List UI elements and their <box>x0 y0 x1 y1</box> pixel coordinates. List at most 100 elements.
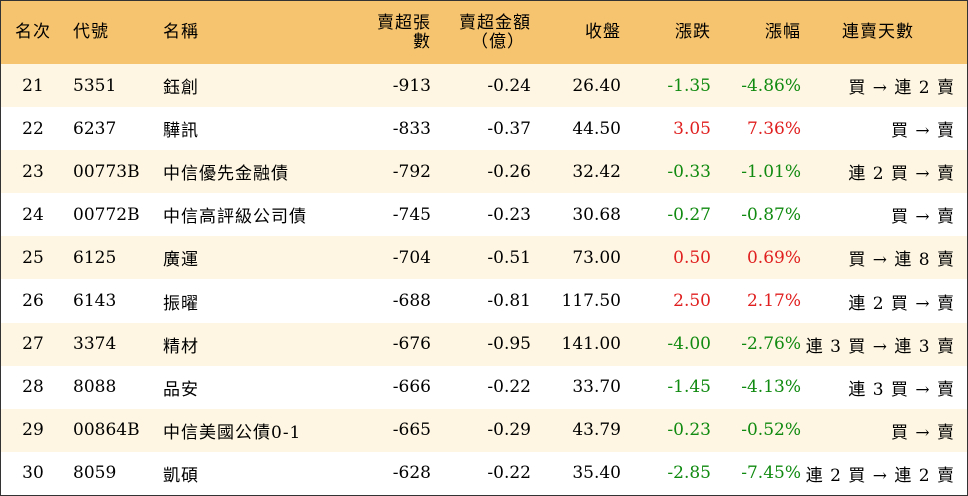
cell-rank: 28 <box>22 377 44 398</box>
cell-name: 廣運 <box>163 250 199 271</box>
cell-amount: -0.26 <box>487 161 531 182</box>
cell-days: 買 → 賣 <box>890 422 955 443</box>
cell-name: 鈺創 <box>163 78 199 99</box>
cell-amount: -0.24 <box>487 75 531 96</box>
cell-code: 6125 <box>73 247 117 268</box>
cell-percent: -2.76% <box>741 334 801 355</box>
cell-close: 26.40 <box>572 75 621 96</box>
cell-code: 6143 <box>73 291 117 312</box>
header-rank: 名次 <box>15 22 51 42</box>
cell-days: 買 → 連 2 賣 <box>848 78 955 99</box>
cell-volume: -792 <box>392 161 431 182</box>
cell-code: 5351 <box>73 75 117 96</box>
cell-rank: 29 <box>22 420 44 441</box>
cell-percent: -7.45% <box>741 463 801 484</box>
table-row: 30 8059 凱碩 -628 -0.22 35.40 -2.85 -7.45% 連 2 買 →… <box>1 451 967 495</box>
cell-percent: 0.69% <box>746 247 801 268</box>
cell-change: 0.50 <box>673 247 711 268</box>
cell-close: 44.50 <box>572 118 621 139</box>
cell-change: -0.33 <box>667 161 711 182</box>
cell-close: 43.79 <box>572 420 621 441</box>
cell-volume: -913 <box>392 75 431 96</box>
cell-percent: -0.87% <box>741 204 801 225</box>
cell-percent: 7.36% <box>746 118 801 139</box>
cell-rank: 23 <box>22 161 44 182</box>
cell-close: 32.42 <box>572 161 621 182</box>
cell-close: 35.40 <box>572 463 621 484</box>
table-header-row: 名次 代號 名稱 賣超張數 賣超金額 （億） 收盤 漲跌 漲幅 連賣天數 <box>1 1 967 64</box>
cell-name: 中信高評級公司債 <box>163 207 307 228</box>
cell-days: 買 → 賣 <box>890 121 955 142</box>
cell-change: 2.50 <box>673 291 711 312</box>
cell-volume: -676 <box>392 334 431 355</box>
cell-change: -1.35 <box>667 75 711 96</box>
header-name: 名稱 <box>163 22 199 42</box>
cell-code: 00772B <box>73 204 140 225</box>
cell-name: 中信優先金融債 <box>163 164 289 185</box>
cell-code: 00773B <box>73 161 140 182</box>
header-code: 代號 <box>73 22 109 42</box>
cell-volume: -688 <box>392 291 431 312</box>
cell-rank: 30 <box>22 463 44 484</box>
cell-days: 連 3 買 → 連 3 賣 <box>805 336 955 357</box>
cell-code: 3374 <box>73 334 117 355</box>
cell-percent: -0.52% <box>741 420 801 441</box>
cell-amount: -0.22 <box>487 463 531 484</box>
cell-name: 凱碩 <box>163 465 199 486</box>
cell-days: 買 → 連 8 賣 <box>848 250 955 271</box>
cell-volume: -704 <box>392 247 431 268</box>
header-volume: 賣超張數 <box>377 12 431 52</box>
cell-amount: -0.37 <box>487 118 531 139</box>
cell-close: 117.50 <box>561 291 621 312</box>
table-row: 25 6125 廣運 -704 -0.51 73.00 0.50 0.69% 買 → 連 8 賣 <box>1 236 967 280</box>
cell-name: 振曜 <box>163 293 199 314</box>
cell-volume: -833 <box>392 118 431 139</box>
header-percent: 漲幅 <box>765 22 801 42</box>
table-row: 26 6143 振曜 -688 -0.81 117.50 2.50 2.17% 連 2 買 → … <box>1 279 967 323</box>
table-row: 21 5351 鈺創 -913 -0.24 26.40 -1.35 -4.86% 買 → 連 2… <box>1 64 967 108</box>
cell-volume: -666 <box>392 377 431 398</box>
cell-rank: 21 <box>22 75 44 96</box>
cell-change: 3.05 <box>673 118 711 139</box>
table-row: 27 3374 精材 -676 -0.95 141.00 -4.00 -2.76% 連 3 買 … <box>1 322 967 366</box>
cell-code: 00864B <box>73 420 140 441</box>
cell-amount: -0.95 <box>487 334 531 355</box>
cell-percent: -4.86% <box>741 75 801 96</box>
cell-amount: -0.22 <box>487 377 531 398</box>
header-change: 漲跌 <box>675 22 711 42</box>
cell-amount: -0.51 <box>487 247 531 268</box>
cell-volume: -665 <box>392 420 431 441</box>
cell-percent: 2.17% <box>746 291 801 312</box>
cell-name: 品安 <box>163 379 199 400</box>
table-row: 28 8088 品安 -666 -0.22 33.70 -1.45 -4.13% 連 3 買 →… <box>1 365 967 409</box>
cell-code: 6237 <box>73 118 117 139</box>
cell-name: 精材 <box>163 336 199 357</box>
cell-name: 驊訊 <box>163 121 199 142</box>
cell-change: -2.85 <box>667 463 711 484</box>
table-body: 21 5351 鈺創 -913 -0.24 26.40 -1.35 -4.86% 買 → 連 2… <box>1 64 967 495</box>
cell-name: 中信美國公債0-1 <box>163 422 302 443</box>
cell-code: 8059 <box>73 463 117 484</box>
cell-days: 連 3 買 → 賣 <box>848 379 955 400</box>
cell-rank: 25 <box>22 247 44 268</box>
cell-amount: -0.23 <box>487 204 531 225</box>
cell-volume: -628 <box>392 463 431 484</box>
table-row: 22 6237 驊訊 -833 -0.37 44.50 3.05 7.36% 買 → 賣 <box>1 107 967 151</box>
cell-volume: -745 <box>392 204 431 225</box>
cell-rank: 22 <box>22 118 44 139</box>
cell-change: -4.00 <box>667 334 711 355</box>
header-days: 連賣天數 <box>842 22 914 42</box>
cell-days: 連 2 買 → 賣 <box>848 293 955 314</box>
header-amount-line2: （億） <box>471 31 525 52</box>
cell-code: 8088 <box>73 377 117 398</box>
cell-rank: 24 <box>22 204 44 225</box>
cell-rank: 26 <box>22 291 44 312</box>
cell-close: 73.00 <box>572 247 621 268</box>
table-row: 23 00773B 中信優先金融債 -792 -0.26 32.42 -0.33 -1.01%… <box>1 150 967 194</box>
cell-close: 141.00 <box>561 334 621 355</box>
header-close: 收盤 <box>585 22 621 42</box>
cell-change: -0.27 <box>667 204 711 225</box>
cell-close: 30.68 <box>572 204 621 225</box>
